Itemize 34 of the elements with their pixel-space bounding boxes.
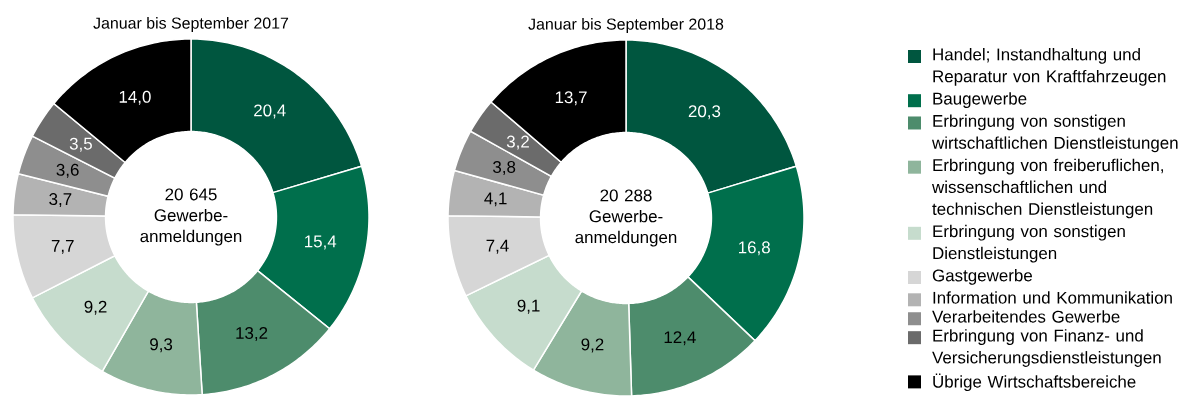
data-label: 16,8 (739, 241, 770, 256)
chart-title: Januar bis September 2017 (93, 17, 289, 32)
legend-label: Information und Kommunikation (933, 291, 1172, 304)
data-label: 3,8 (493, 160, 516, 175)
data-label: 9,2 (581, 338, 604, 353)
data-label: 7,4 (486, 239, 509, 254)
data-label: 13,2 (236, 326, 268, 341)
data-label: 3,6 (56, 163, 79, 178)
data-label: 20,4 (254, 104, 286, 119)
data-label: 7,7 (51, 240, 74, 254)
data-label: 12,4 (664, 331, 696, 346)
text: 20 645 Gewerbe-anmeldungen (140, 188, 242, 246)
legend-label: Erbringung von freiberuflichen, wissenschaftlichen und technischen Dienstleistungen (931, 158, 1163, 219)
legend-label: Erbringung von sonstigen wirtschaftlichen Dienstleistungen (931, 114, 1178, 153)
data-label: 4,1 (484, 192, 507, 207)
data-label: 3,5 (69, 137, 92, 152)
legend-label: Handel; Instandhaltung und Reparatur von Kraftfahrzeugen (933, 48, 1166, 86)
data-label: 20,3 (688, 105, 721, 120)
legend-label: Gastgewerbe (932, 269, 1032, 285)
data-label: 9,1 (517, 299, 540, 314)
legend-label: Erbringung von Finanz- und Versicherungsdienstleistungen (932, 329, 1161, 367)
data-label: 14,0 (119, 90, 151, 105)
chart-title: Januar bis September 2018 (528, 18, 724, 33)
data-label: 3,7 (49, 193, 72, 208)
legend-label: Verarbeitendes Gewerbe (932, 310, 1120, 323)
legend-label: Baugewerbe (933, 92, 1027, 108)
data-label: 15,4 (305, 235, 337, 250)
text: 20 288 Gewerbe-anmeldungen (575, 189, 677, 247)
legend-label: Übrige Wirtschaftsbereiche (933, 373, 1136, 392)
data-label: 3,2 (506, 135, 529, 150)
data-label: 9,3 (150, 338, 173, 353)
data-label: 9,2 (84, 300, 107, 315)
legend-label: Erbringung von sonstigen Dienstleistungen (933, 224, 1125, 263)
data-label: 13,7 (555, 91, 587, 106)
